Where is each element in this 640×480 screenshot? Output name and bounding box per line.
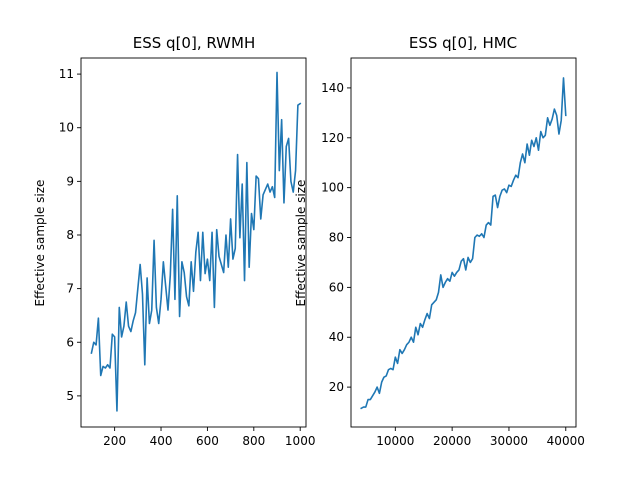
y-tick-label: 10 (59, 121, 74, 135)
x-tick-label: 800 (242, 434, 265, 448)
y-tick-label: 60 (329, 280, 344, 294)
subplot-hmc: ESS q[0], HMC Effective sample size 1000… (294, 34, 585, 448)
x-tick-label: 20000 (433, 434, 471, 448)
axes-frame (350, 57, 577, 428)
y-tick-label: 120 (321, 131, 344, 145)
x-tick-label: 600 (196, 434, 219, 448)
x-tick-label: 40000 (547, 434, 585, 448)
y-tick-label: 6 (66, 335, 74, 349)
x-tick-label: 200 (103, 434, 126, 448)
y-axis-label: Effective sample size (294, 180, 308, 307)
subplot-title: ESS q[0], HMC (409, 34, 517, 52)
y-tick-label: 7 (66, 282, 74, 296)
x-tick-label: 30000 (490, 434, 528, 448)
y-tick-label: 9 (66, 174, 74, 188)
y-tick-label: 11 (59, 67, 74, 81)
axes-frame (80, 57, 307, 428)
y-tick-label: 140 (321, 81, 344, 95)
x-tick-label: 1000 (285, 434, 316, 448)
y-axis-label: Effective sample size (33, 180, 47, 307)
x-tick-label: 400 (150, 434, 173, 448)
series-line (360, 77, 567, 410)
y-tick-label: 40 (329, 330, 344, 344)
subplot-title: ESS q[0], RWMH (133, 34, 255, 52)
tick-group: 200 400 600 800 1000 5 6 7 8 9 10 11 (59, 67, 316, 448)
y-tick-label: 80 (329, 231, 344, 245)
y-tick-label: 100 (321, 181, 344, 195)
subplot-rwmh: ESS q[0], RWMH Effective sample size 200… (33, 34, 315, 448)
y-tick-label: 5 (66, 389, 74, 403)
x-tick-label: 10000 (376, 434, 414, 448)
tick-group: 10000 20000 30000 40000 20 40 60 80 100 120 140 (321, 81, 585, 448)
y-tick-label: 20 (329, 380, 344, 394)
y-tick-label: 8 (66, 228, 74, 242)
series-line (90, 71, 302, 412)
